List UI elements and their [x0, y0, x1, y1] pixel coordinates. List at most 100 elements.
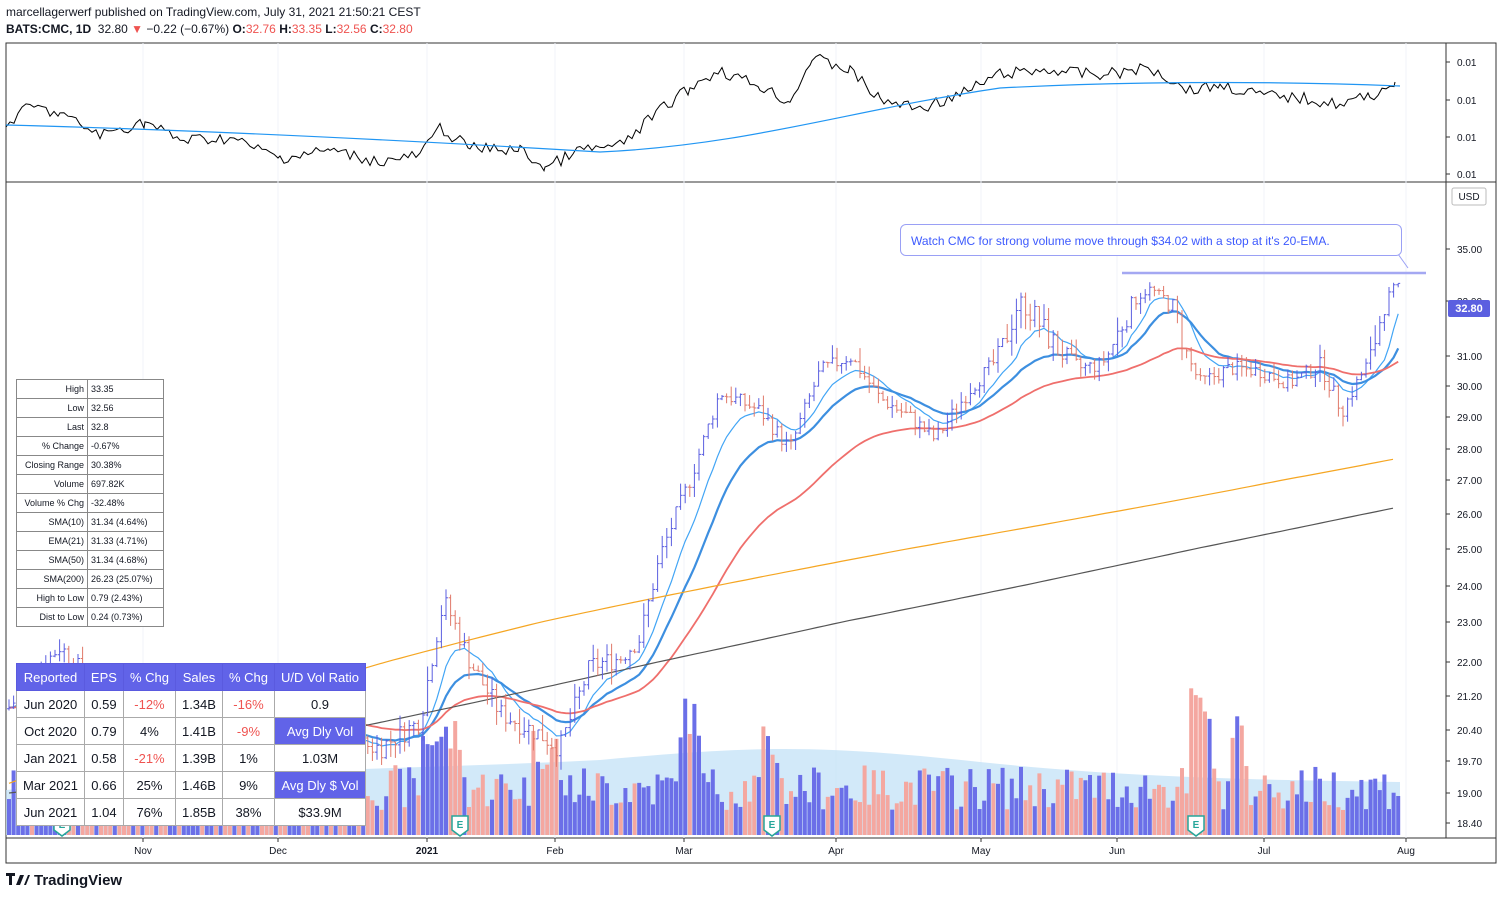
volume-bar — [1157, 784, 1161, 835]
volume-bar — [1382, 774, 1387, 835]
volume-bar — [554, 738, 559, 835]
earnings-marker-label: E — [457, 820, 464, 831]
stats-row: Volume % Chg -32.48% — [16, 493, 164, 513]
volume-bar — [1327, 805, 1332, 835]
volume-bar — [1019, 766, 1023, 835]
close-label: C: — [369, 22, 383, 36]
volume-bar — [563, 795, 568, 835]
volume-bar — [628, 802, 632, 835]
stats-key: Volume — [16, 474, 88, 494]
volume-bar — [1295, 794, 1299, 835]
volume-bar — [743, 781, 747, 835]
volume-bar — [1350, 789, 1355, 835]
stats-row: EMA(21) 31.33 (4.71%) — [16, 531, 164, 551]
price-tick-label: 23.00 — [1457, 618, 1482, 629]
volume-bar — [779, 778, 784, 835]
volume-bar — [881, 770, 885, 835]
volume-bar — [1249, 805, 1253, 835]
earnings-cell: -21% — [122, 744, 176, 772]
volume-bar — [678, 737, 683, 835]
open-label: O: — [232, 22, 246, 36]
close-value: 32.80 — [382, 22, 413, 36]
volume-bar — [1009, 778, 1014, 835]
stats-row: Last 32.8 — [16, 417, 164, 437]
earnings-cell: 0.66 — [83, 771, 124, 799]
symbol[interactable]: BATS:CMC, 1D — [6, 22, 92, 36]
volume-bar — [407, 767, 412, 835]
price-tick-label: 19.00 — [1457, 789, 1482, 800]
tradingview-logo[interactable]: TradingView — [6, 872, 122, 889]
volume-bar — [1152, 788, 1157, 835]
volume-bar — [1341, 809, 1345, 835]
volume-bar — [1331, 772, 1336, 835]
volume-bar — [490, 799, 494, 835]
time-label: Apr — [828, 846, 844, 857]
volume-bar — [1180, 768, 1184, 835]
volume-bar — [1101, 772, 1106, 835]
earnings-cell: 76% — [122, 798, 176, 826]
volume-bar — [1074, 799, 1079, 835]
volume-bar — [1069, 771, 1074, 835]
earnings-cell: 0.59 — [83, 690, 124, 718]
volume-bar — [1124, 786, 1129, 835]
volume-bar — [439, 736, 444, 835]
time-label: Aug — [1397, 846, 1415, 857]
volume-bar — [365, 796, 370, 835]
time-label: Nov — [134, 846, 152, 857]
volume-bar — [885, 795, 890, 835]
volume-bar — [503, 783, 508, 835]
volume-bar — [1051, 803, 1056, 835]
volume-bar — [1272, 797, 1276, 835]
volume-bar — [775, 762, 780, 835]
volume-bar — [798, 774, 803, 835]
volume-bar — [871, 770, 876, 835]
price-tick-label: 21.20 — [1457, 692, 1482, 703]
volume-bar — [1368, 779, 1373, 835]
earnings-cell: 1.03M — [273, 744, 367, 772]
earnings-header: % Chg — [221, 663, 275, 691]
time-label: Jul — [1258, 846, 1271, 857]
change: −0.22 (−0.67%) — [146, 22, 230, 36]
tradingview-logo-icon — [6, 872, 30, 889]
volume-bar — [540, 768, 545, 835]
volume-bar — [1216, 781, 1221, 835]
earnings-cell: 1% — [221, 744, 275, 772]
volume-bar — [899, 801, 904, 835]
volume-bar — [959, 806, 964, 835]
earnings-cell: -9% — [221, 717, 275, 745]
stats-key: SMA(10) — [16, 512, 88, 532]
volume-bar — [1230, 737, 1235, 835]
volume-bar — [370, 800, 375, 835]
low-value: 32.56 — [336, 22, 367, 36]
earnings-cell: 1.04 — [83, 798, 124, 826]
volume-bar — [1267, 784, 1272, 835]
callout-note[interactable]: Watch CMC for strong volume move through… — [900, 224, 1402, 256]
volume-bar — [756, 777, 761, 835]
volume-bar — [1354, 796, 1359, 835]
volume-bar — [1377, 790, 1382, 835]
stats-row: Low 32.56 — [16, 398, 164, 418]
volume-bar — [913, 804, 918, 835]
volume-bar — [1304, 801, 1309, 835]
volume-bar — [513, 799, 517, 835]
time-label: Mar — [675, 846, 693, 857]
volume-bar — [536, 761, 540, 835]
volume-bar — [839, 787, 844, 835]
stats-value: 697.82K — [87, 474, 164, 494]
stats-value: 32.8 — [87, 417, 164, 437]
volume-bar — [614, 803, 619, 835]
volume-bar — [954, 809, 959, 835]
volume-bar — [789, 791, 793, 835]
volume-bar — [1147, 798, 1152, 835]
volume-bar — [549, 747, 554, 835]
volume-bar — [1170, 800, 1175, 835]
currency-badge[interactable] — [1451, 187, 1487, 206]
volume-bar — [1083, 780, 1088, 835]
volume-bar — [683, 698, 688, 835]
volume-bar — [375, 805, 379, 835]
volume-bar — [940, 771, 945, 835]
volume-bar — [1203, 711, 1207, 835]
volume-bar — [1244, 766, 1249, 835]
volume-bar — [582, 768, 586, 835]
volume-bar — [1322, 801, 1327, 835]
